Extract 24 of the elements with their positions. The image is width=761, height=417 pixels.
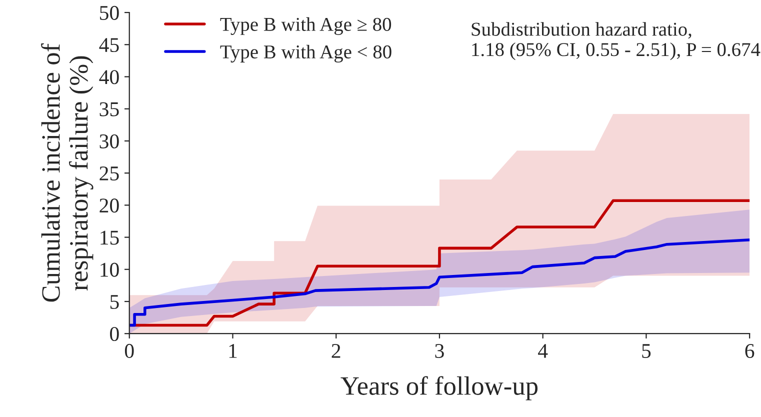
y-axis-title: Cumulative incidence of respiratory failure (%) [41, 43, 94, 302]
x-tick-label: 1 [229, 344, 237, 358]
legend-label: Type B with Age ≥ 80 [220, 17, 392, 35]
y-tick-label: 0 [110, 326, 119, 342]
x-axis-title: Years of follow-up [340, 376, 538, 400]
x-tick-label: 0 [124, 344, 134, 358]
y-tick-label: 40 [99, 70, 119, 84]
x-tick-label: 4 [538, 344, 548, 358]
x-tick-label: 5 [642, 344, 651, 358]
line-series [129, 238, 750, 327]
y-tick-label: 25 [100, 166, 119, 180]
y-tick-label: 35 [100, 102, 119, 116]
y-tick-label: 5 [110, 295, 119, 309]
x-tick-label: 2 [332, 344, 340, 358]
x-tick-label: 6 [745, 344, 754, 358]
y-tick-label: 10 [100, 262, 119, 277]
y-tick-label: 30 [100, 134, 119, 148]
y-tick-label: 50 [100, 6, 119, 20]
annotation: Subdistribution hazard ratio, 1.18 (95% CI, 0.55 - 2.51), P = 0.674 [472, 22, 760, 60]
y-tick-label: 45 [99, 38, 119, 52]
y-tick-label: 15 [100, 230, 119, 245]
legend-label: Type B with Age < 80 [220, 44, 392, 62]
y-tick-label: 20 [100, 198, 119, 213]
x-tick-label: 3 [435, 344, 444, 358]
